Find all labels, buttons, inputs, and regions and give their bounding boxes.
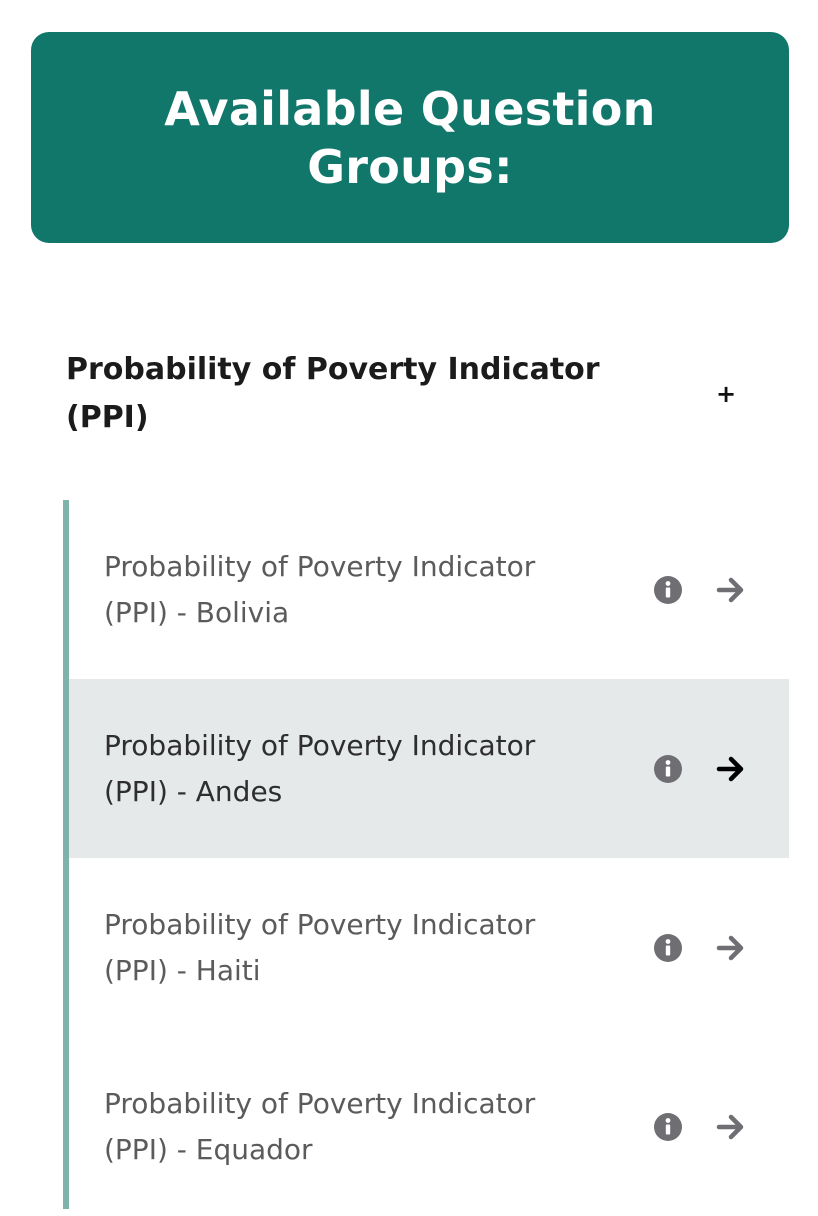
header-banner: Available Question Groups: xyxy=(31,32,789,243)
arrow-right-icon[interactable] xyxy=(716,575,746,605)
list-item-label: Probability of Poverty Indicator (PPI) -… xyxy=(104,1087,536,1166)
arrow-right-icon[interactable] xyxy=(716,933,746,963)
list-item[interactable]: Probability of Poverty Indicator (PPI) -… xyxy=(69,679,789,858)
page-title: Available Question Groups: xyxy=(164,81,656,194)
expand-toggle-button[interactable]: + xyxy=(715,380,737,408)
question-group-ppi[interactable]: Probability of Poverty Indicator (PPI) + xyxy=(66,346,766,446)
list-item-label: Probability of Poverty Indicator (PPI) -… xyxy=(104,550,536,629)
question-group-list: Probability of Poverty Indicator (PPI) -… xyxy=(63,500,789,1209)
arrow-right-icon[interactable] xyxy=(716,754,746,784)
info-icon[interactable] xyxy=(653,1112,683,1142)
list-item-label: Probability of Poverty Indicator (PPI) -… xyxy=(104,729,536,808)
info-icon[interactable] xyxy=(653,933,683,963)
list-item[interactable]: Probability of Poverty Indicator (PPI) -… xyxy=(69,858,789,1037)
arrow-right-icon[interactable] xyxy=(716,1112,746,1142)
list-item-label: Probability of Poverty Indicator (PPI) -… xyxy=(104,908,536,987)
group-title: Probability of Poverty Indicator (PPI) xyxy=(66,352,600,435)
list-item[interactable]: Probability of Poverty Indicator (PPI) -… xyxy=(69,1037,789,1216)
info-icon[interactable] xyxy=(653,575,683,605)
info-icon[interactable] xyxy=(653,754,683,784)
list-item[interactable]: Probability of Poverty Indicator (PPI) -… xyxy=(69,500,789,679)
